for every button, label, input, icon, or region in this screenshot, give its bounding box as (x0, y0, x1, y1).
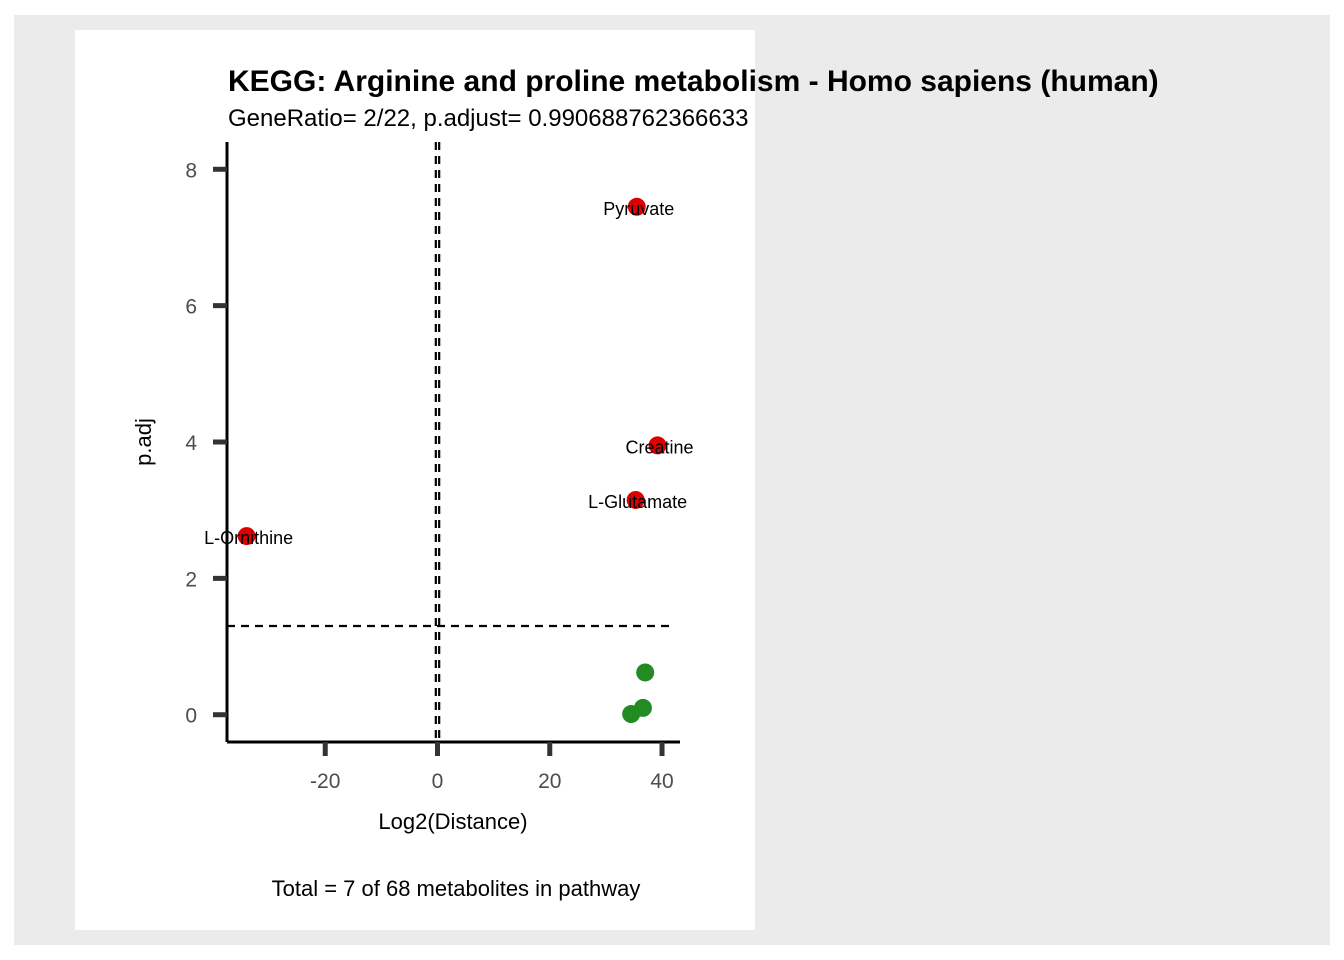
y-tick-label: 0 (185, 705, 197, 728)
y-tick-label: 2 (185, 568, 197, 591)
x-tick-label: 0 (432, 770, 444, 793)
reference-lines (227, 142, 670, 742)
x-tick-label: 40 (650, 770, 673, 793)
y-tick-label: 8 (185, 159, 197, 182)
plot-panel (75, 30, 755, 930)
non-significant-point (636, 663, 655, 682)
axes (225, 142, 680, 744)
x-axis-title: Log2(Distance) (378, 809, 527, 834)
chart-title: KEGG: Arginine and proline metabolism - … (228, 65, 1159, 98)
x-tick-label: -20 (310, 770, 340, 793)
y-tick-label: 4 (185, 432, 197, 455)
point-label: L-Ornithine (204, 528, 293, 548)
point-label: Pyruvate (603, 199, 674, 219)
significant-point (237, 527, 256, 546)
significant-point (648, 436, 667, 455)
y-ticks: 0 2 4 6 8 (185, 159, 227, 728)
significant-point (626, 490, 645, 509)
non-significant-point (622, 705, 641, 724)
point-labels: Pyruvate Creatine L-Glutamate L-Ornithine (204, 199, 693, 548)
chart-subtitle: GeneRatio= 2/22, p.adjust= 0.99068876236… (228, 105, 748, 132)
y-axis-title: p.adj (131, 418, 156, 466)
significant-point (627, 197, 646, 216)
point-label: Creatine (626, 437, 694, 457)
x-ticks: -20 0 20 40 (310, 742, 674, 793)
x-tick-label: 20 (538, 770, 561, 793)
point-label: L-Glutamate (588, 492, 687, 512)
chart-caption: Total = 7 of 68 metabolites in pathway (272, 876, 641, 901)
data-points (237, 197, 667, 724)
y-tick-label: 6 (185, 296, 197, 319)
